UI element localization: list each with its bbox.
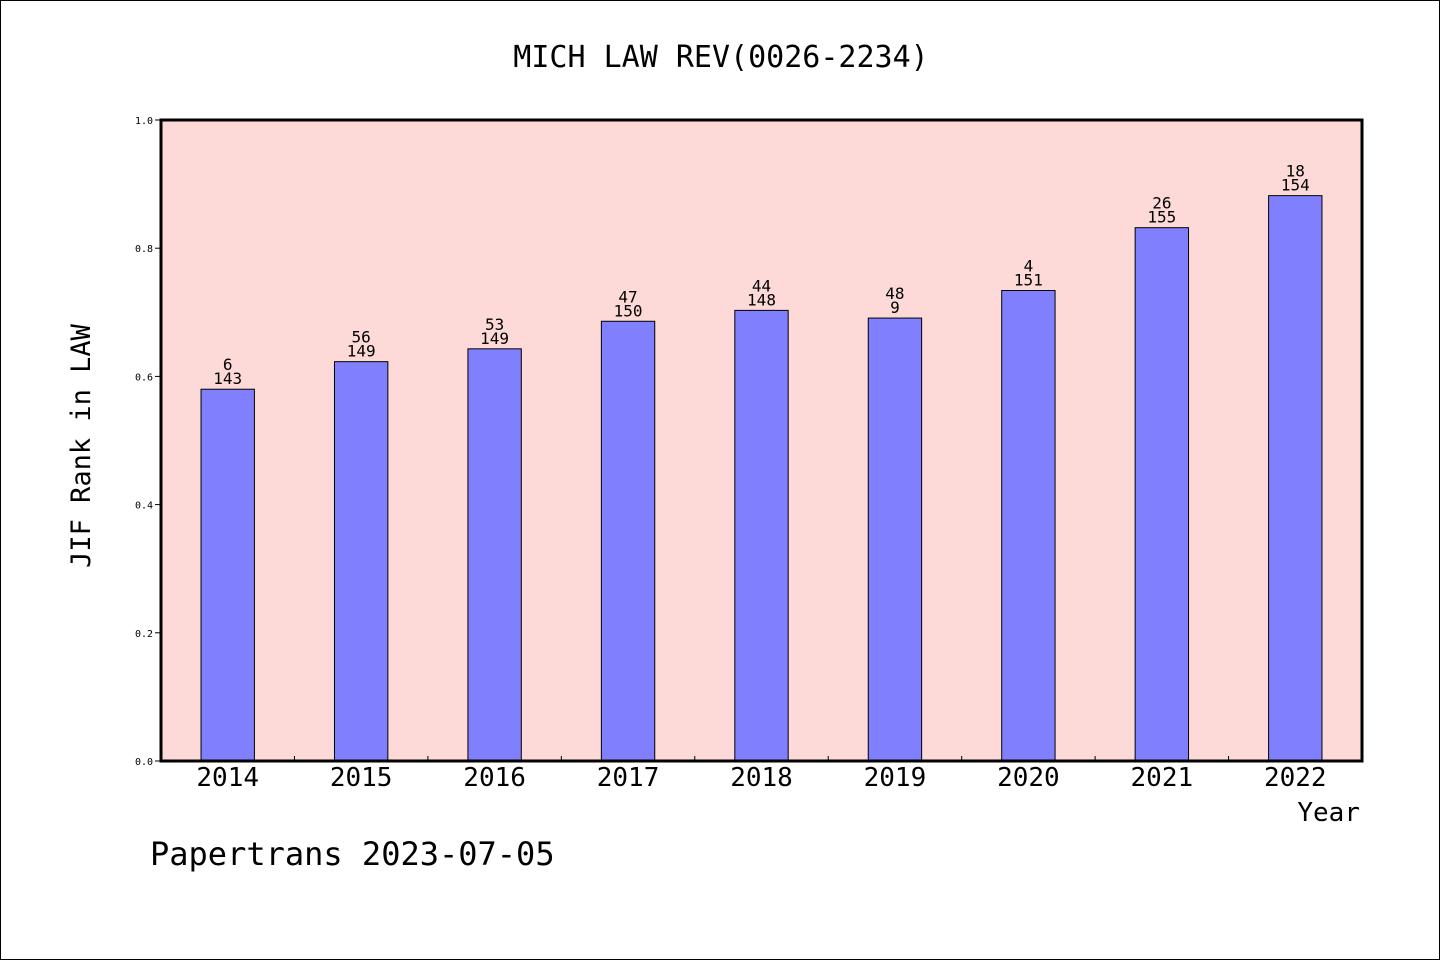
bar-2022 — [1268, 195, 1323, 762]
x-tick-label: 2019 — [864, 763, 927, 793]
bar-2018 — [734, 309, 789, 762]
y-tick-label: 1.0 — [135, 116, 153, 127]
bar-label-top: 18 — [1286, 162, 1305, 181]
bar-label-top: 53 — [485, 315, 504, 334]
footer-text: Papertrans 2023-07-05 — [150, 835, 555, 873]
bar-label-bottom: 149 — [480, 329, 509, 348]
y-tick-label: 0.0 — [135, 757, 153, 768]
y-tick-label: 0.4 — [135, 501, 153, 512]
bar-label-bottom: 150 — [614, 301, 643, 320]
bar-label-top: 47 — [618, 287, 637, 306]
bar-label-bottom: 143 — [213, 369, 242, 388]
bar-label-top: 4 — [1024, 257, 1034, 276]
bar-2017 — [600, 320, 656, 762]
x-tick-label: 2015 — [330, 763, 393, 793]
chart-title: MICH LAW REV(0026-2234) — [513, 40, 928, 75]
bar-label-top: 6 — [223, 355, 233, 374]
y-tick-label: 0.2 — [135, 629, 153, 640]
x-axis: 2014 2015 2016 2017 2018 2019 2020 2021 2022 — [196, 756, 1327, 793]
y-tick-label: 0.6 — [135, 372, 153, 383]
bar-label-top: 44 — [752, 276, 771, 295]
x-tick-label: 2018 — [730, 763, 793, 793]
bar-label-bottom: 148 — [747, 290, 776, 309]
x-tick-label: 2022 — [1264, 763, 1327, 793]
y-tick-label: 0.8 — [135, 244, 153, 255]
bar-label-top: 26 — [1152, 194, 1171, 213]
y-axis: 0.0 0.2 0.4 0.6 0.8 1.0 — [135, 116, 161, 768]
bar-label-bottom: 149 — [347, 342, 376, 361]
x-axis-label: Year — [1297, 798, 1360, 828]
x-tick-label: 2021 — [1131, 763, 1194, 793]
bar-label-bottom: 9 — [890, 298, 900, 317]
bar-label-top: 48 — [885, 284, 904, 303]
bar-2014 — [200, 388, 255, 762]
plot-border — [159, 118, 1364, 763]
bar-label-bottom: 154 — [1281, 176, 1310, 195]
bar-label-top: 56 — [352, 328, 371, 347]
bar-2015 — [333, 361, 389, 762]
y-axis-label: JIF Rank in LAW — [66, 323, 97, 568]
bar-label-bottom: 155 — [1147, 208, 1176, 227]
bar-2020 — [1001, 290, 1056, 762]
x-tick-label: 2020 — [997, 763, 1060, 793]
bar-label-bottom: 151 — [1014, 271, 1043, 290]
x-tick-label: 2016 — [463, 763, 526, 793]
x-tick-label: 2014 — [196, 763, 259, 793]
bar-2021 — [1134, 227, 1190, 762]
bar-2019 — [867, 317, 923, 762]
bar-2016 — [467, 348, 522, 762]
x-tick-label: 2017 — [597, 763, 660, 793]
